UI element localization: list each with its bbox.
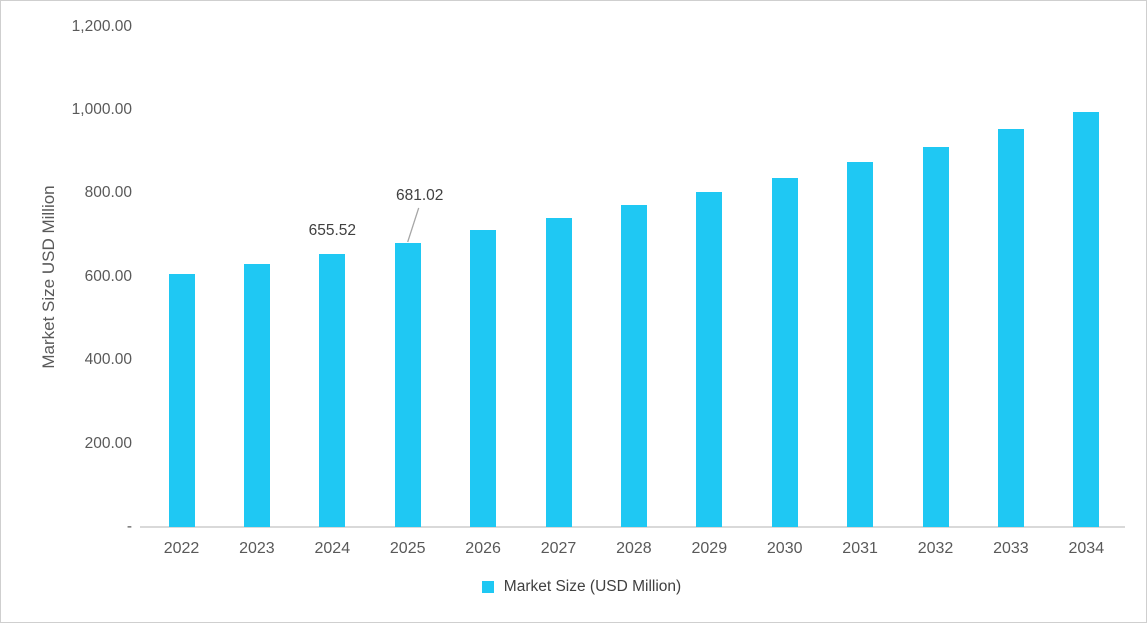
y-tick-label: - (126, 518, 132, 535)
data-label-2025: 681.02 (395, 186, 444, 204)
legend-label: Market Size (USD Million) (503, 578, 682, 595)
bar-2031 (847, 162, 874, 527)
bar-2034 (1073, 111, 1100, 527)
legend: Market Size (USD Million) (9, 578, 1146, 596)
bar-2027 (545, 218, 572, 527)
bar-2022 (168, 273, 195, 527)
x-tick-label: 2028 (616, 540, 652, 557)
x-tick-label: 2026 (465, 540, 501, 557)
bar-2032 (922, 146, 949, 527)
x-tick-label: 2027 (540, 540, 577, 557)
y-tick-label: 1,000.00 (71, 100, 132, 118)
x-tick-label: 2031 (842, 540, 878, 557)
bar-2029 (696, 192, 723, 527)
x-tick-label: 2029 (691, 540, 728, 557)
plot-area: 655.52 681.02 (140, 1, 1125, 528)
x-tick-label: 2030 (766, 540, 803, 557)
bar-2030 (771, 178, 798, 527)
y-tick-label: 800.00 (84, 184, 132, 202)
bar-2024 (319, 253, 346, 527)
y-tick-label: 200.00 (84, 434, 132, 452)
bar-2028 (620, 205, 647, 527)
bar-2033 (997, 128, 1024, 527)
y-tick-label: 600.00 (84, 267, 132, 285)
y-tick-label: 400.00 (84, 351, 132, 369)
legend-marker-icon (481, 581, 494, 593)
x-tick-label: 2025 (389, 540, 426, 557)
x-tick-label: 2022 (163, 540, 200, 557)
bar-2023 (243, 263, 270, 527)
x-tick-label: 2033 (993, 540, 1029, 557)
y-axis-tick-labels: 1,200.00 1,000.00 800.00 600.00 400.00 200.00… (1, 1, 132, 561)
bar-2026 (470, 230, 497, 527)
x-tick-label: 2023 (239, 540, 275, 557)
x-axis-line (140, 526, 1125, 528)
data-label-2024: 655.52 (308, 221, 357, 239)
x-tick-label: 2024 (314, 540, 351, 557)
bar-2025 (394, 242, 421, 527)
y-tick-label: 1,200.00 (71, 17, 132, 35)
x-tick-label: 2034 (1068, 540, 1105, 557)
x-tick-label: 2032 (917, 540, 954, 557)
x-axis-tick-labels: 2022 2023 2024 2025 2026 2027 2028 2029 2030 2031… (140, 540, 1125, 560)
